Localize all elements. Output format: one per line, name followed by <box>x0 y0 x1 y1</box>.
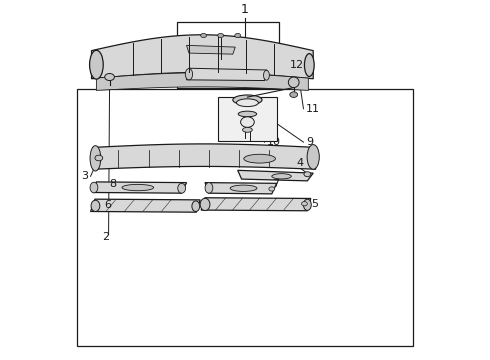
Polygon shape <box>91 199 200 212</box>
Ellipse shape <box>303 199 311 211</box>
Polygon shape <box>93 182 187 193</box>
Circle shape <box>95 155 103 161</box>
Ellipse shape <box>237 99 258 107</box>
Ellipse shape <box>178 183 186 193</box>
Ellipse shape <box>307 145 319 169</box>
Circle shape <box>201 33 206 37</box>
Ellipse shape <box>272 174 291 179</box>
Circle shape <box>105 73 115 81</box>
Text: 7: 7 <box>272 179 279 189</box>
Text: 1: 1 <box>241 4 249 17</box>
Polygon shape <box>238 170 313 181</box>
Text: 4: 4 <box>296 158 303 168</box>
Polygon shape <box>205 183 277 194</box>
Ellipse shape <box>288 77 299 87</box>
Bar <box>177 22 279 87</box>
Polygon shape <box>93 144 316 169</box>
Ellipse shape <box>264 70 270 80</box>
Ellipse shape <box>233 95 262 105</box>
Ellipse shape <box>244 154 275 163</box>
Ellipse shape <box>238 111 257 117</box>
Text: 3: 3 <box>81 171 88 181</box>
Ellipse shape <box>185 68 193 80</box>
Ellipse shape <box>192 201 200 211</box>
Ellipse shape <box>90 182 98 193</box>
Polygon shape <box>187 45 235 54</box>
FancyBboxPatch shape <box>218 97 277 141</box>
Circle shape <box>269 187 275 191</box>
Ellipse shape <box>90 146 101 171</box>
Circle shape <box>235 33 241 37</box>
Circle shape <box>218 33 223 37</box>
Circle shape <box>304 172 311 177</box>
Text: 2: 2 <box>102 232 110 242</box>
Text: 5: 5 <box>311 199 318 209</box>
Circle shape <box>301 202 307 206</box>
Bar <box>77 89 413 346</box>
Text: 10: 10 <box>267 137 281 147</box>
Polygon shape <box>92 35 313 79</box>
Circle shape <box>290 92 297 98</box>
Ellipse shape <box>230 185 257 192</box>
Ellipse shape <box>122 184 154 191</box>
Ellipse shape <box>205 183 213 193</box>
Polygon shape <box>97 73 308 90</box>
Polygon shape <box>201 198 311 211</box>
Text: 12: 12 <box>290 60 304 70</box>
Ellipse shape <box>304 54 314 76</box>
Ellipse shape <box>241 117 254 127</box>
Ellipse shape <box>91 200 100 211</box>
Ellipse shape <box>90 50 103 79</box>
Text: 6: 6 <box>104 201 111 211</box>
Text: 9: 9 <box>306 137 313 147</box>
Text: 8: 8 <box>109 179 116 189</box>
Text: 11: 11 <box>306 104 320 114</box>
Polygon shape <box>187 68 267 81</box>
Ellipse shape <box>200 198 210 211</box>
Ellipse shape <box>243 127 252 132</box>
